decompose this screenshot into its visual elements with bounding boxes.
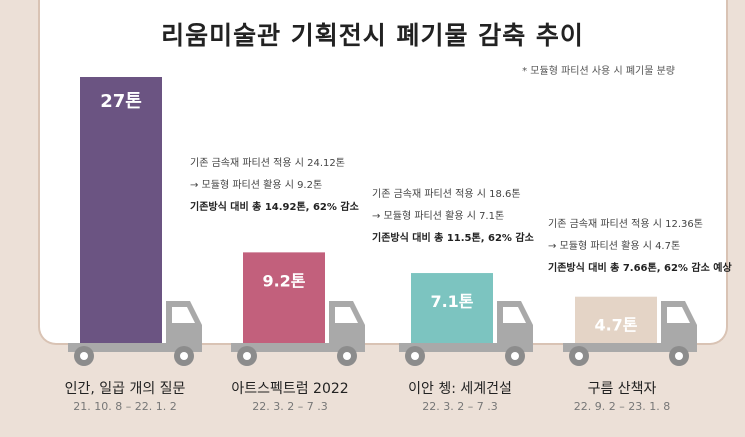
- category-1-name: 인간, 일곱 개의 질문: [64, 381, 186, 397]
- truck-hub-1-1: [80, 352, 88, 360]
- bar-2: [243, 252, 325, 343]
- category-2-period: 22. 3. 2 – 7 .3: [252, 400, 328, 413]
- truck-bed-3: [399, 343, 497, 352]
- annotation-3-line-3: 기존방식 대비 총 7.66톤, 62% 감소 예상: [548, 263, 732, 274]
- annotation-1-line-3: 기존방식 대비 총 14.92톤, 62% 감소: [190, 202, 359, 213]
- bar-value-label-3: 7.1톤: [430, 292, 473, 311]
- annotation-1-line-1: 기존 금속재 파티션 적용 시 24.12톤: [190, 158, 345, 169]
- truck-hub-3-1: [411, 352, 419, 360]
- annotation-2-line-3: 기존방식 대비 총 11.5톤, 62% 감소: [372, 233, 534, 244]
- truck-hub-4-1: [575, 352, 583, 360]
- bar-value-label-2: 9.2톤: [262, 271, 305, 290]
- truck-bed-2: [231, 343, 329, 352]
- category-4-period: 22. 9. 2 – 23. 1. 8: [573, 400, 671, 413]
- bar-3: [411, 273, 493, 343]
- annotation-3-line-2: → 모듈형 파티션 활용 시 4.7톤: [548, 241, 681, 252]
- truck-window-2: [335, 307, 358, 323]
- category-3-name: 이안 쳉: 세계건설: [408, 381, 512, 397]
- category-3-period: 22. 3. 2 – 7 .3: [422, 400, 498, 413]
- bar-value-label-4: 4.7톤: [594, 316, 637, 335]
- annotation-2-line-1: 기존 금속재 파티션 적용 시 18.6톤: [372, 189, 521, 200]
- annotation-3-line-1: 기존 금속재 파티션 적용 시 12.36톤: [548, 219, 703, 230]
- truck-hub-3-2: [511, 352, 519, 360]
- annotation-2-line-2: → 모듈형 파티션 활용 시 7.1톤: [372, 211, 505, 222]
- bar-4: [575, 296, 657, 343]
- truck-bed-4: [563, 343, 661, 352]
- annotation-3: 기존 금속재 파티션 적용 시 12.36톤 → 모듈형 파티션 활용 시 4.…: [548, 214, 732, 280]
- category-2-name: 아트스펙트럼 2022: [231, 381, 349, 397]
- truck-hub-2-1: [243, 352, 251, 360]
- category-2: 아트스펙트럼 2022 22. 3. 2 – 7 .3: [200, 378, 380, 413]
- truck-window-4: [667, 307, 690, 323]
- category-1: 인간, 일곱 개의 질문 21. 10. 8 – 22. 1. 2: [35, 378, 215, 413]
- truck-hub-2-2: [343, 352, 351, 360]
- truck-bed-1: [68, 343, 166, 352]
- category-3: 이안 쳉: 세계건설 22. 3. 2 – 7 .3: [370, 378, 550, 413]
- annotation-1: 기존 금속재 파티션 적용 시 24.12톤 → 모듈형 파티션 활용 시 9.…: [190, 153, 359, 219]
- category-4: 구름 산책자 22. 9. 2 – 23. 1. 8: [532, 378, 712, 413]
- truck-window-1: [172, 307, 195, 323]
- chart-note: * 모듈형 파티션 사용 시 폐기물 분량: [522, 66, 675, 77]
- chart-title: 리움미술관 기획전시 폐기물 감축 추이: [161, 21, 584, 50]
- bar-1: [80, 77, 162, 343]
- annotation-1-line-2: → 모듈형 파티션 활용 시 9.2톤: [190, 180, 323, 191]
- category-1-period: 21. 10. 8 – 22. 1. 2: [73, 400, 177, 413]
- category-4-name: 구름 산책자: [587, 381, 657, 397]
- bar-value-label-1: 27톤: [100, 91, 142, 112]
- truck-window-3: [503, 307, 526, 323]
- annotation-2: 기존 금속재 파티션 적용 시 18.6톤 → 모듈형 파티션 활용 시 7.1…: [372, 184, 534, 250]
- truck-hub-1-2: [180, 352, 188, 360]
- truck-hub-4-2: [675, 352, 683, 360]
